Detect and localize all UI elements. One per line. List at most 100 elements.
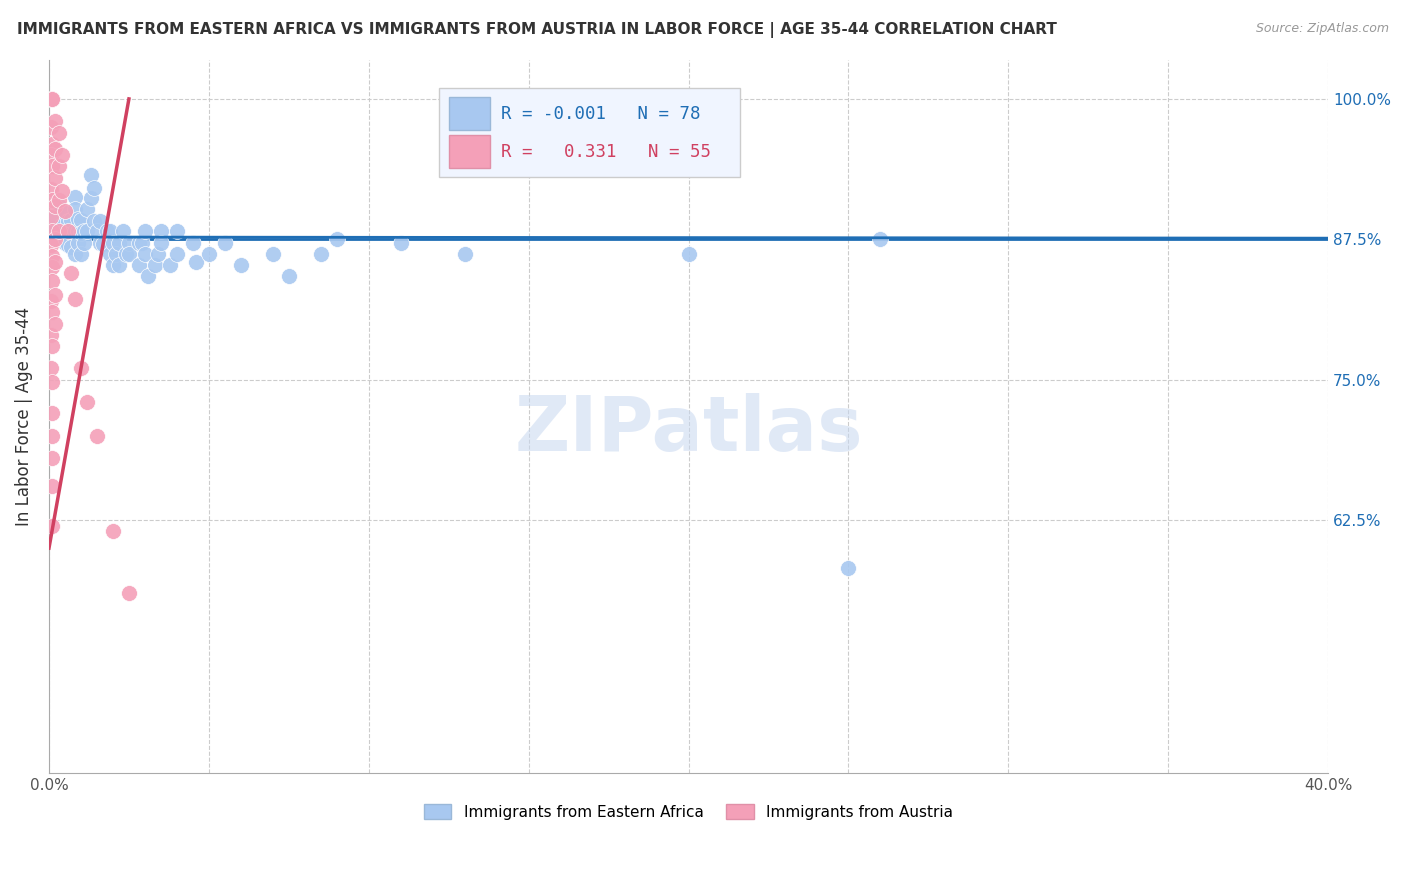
Point [229,258,252,272]
Point [60,266,83,280]
Point [533,92,555,106]
Text: IMMIGRANTS FROM EASTERN AFRICA VS IMMIGRANTS FROM AUSTRIA IN LABOR FORCE | AGE 3: IMMIGRANTS FROM EASTERN AFRICA VS IMMIGR… [17,22,1057,38]
Point [79,168,101,182]
Point [41,136,63,151]
Point [56,214,79,228]
Point [51,184,73,198]
Point [837,561,859,575]
Point [41,274,63,288]
Point [114,247,136,261]
Point [89,235,111,250]
Point [56,231,79,245]
Point [39,92,62,106]
Point [214,235,236,250]
Point [63,189,86,203]
Point [41,406,63,420]
Point [389,235,412,250]
Point [41,92,63,106]
Point [86,429,108,443]
Point [118,247,141,261]
Point [678,247,700,261]
Point [166,247,188,261]
Point [166,224,188,238]
Point [44,232,66,246]
Point [128,235,150,250]
Point [66,224,89,238]
Point [48,224,70,238]
Point [181,235,204,250]
Point [105,247,128,261]
Point [41,221,63,235]
Point [39,210,62,224]
Point [454,247,477,261]
Point [76,202,98,216]
Point [73,235,96,250]
Point [134,247,156,261]
Point [39,148,62,162]
Point [41,159,63,173]
Point [869,232,891,246]
Point [198,247,221,261]
Point [108,258,131,272]
Point [101,524,124,539]
Point [70,213,93,227]
Point [44,114,66,128]
Point [41,249,63,263]
Point [44,143,66,157]
Point [149,224,172,238]
Point [83,214,105,228]
Point [136,269,159,284]
Point [73,224,96,238]
FancyBboxPatch shape [450,97,491,130]
Point [598,92,620,106]
Point [76,395,98,409]
Point [98,247,121,261]
Point [60,240,83,254]
Text: ZIPatlas: ZIPatlas [515,393,863,467]
Point [44,288,66,302]
Legend: Immigrants from Eastern Africa, Immigrants from Austria: Immigrants from Eastern Africa, Immigran… [418,797,959,826]
Point [39,361,62,376]
Point [56,238,79,252]
Point [70,247,93,261]
Point [53,204,76,219]
Point [134,224,156,238]
Point [39,294,62,309]
Point [184,254,207,268]
Point [44,210,66,224]
Point [66,235,89,250]
Point [51,228,73,243]
Point [60,213,83,227]
Point [48,159,70,173]
Point [66,212,89,227]
Point [146,247,169,261]
FancyBboxPatch shape [450,136,491,168]
Point [118,586,141,600]
Point [309,247,332,261]
Point [111,224,134,238]
Point [48,126,70,140]
Point [70,361,93,376]
Point [262,247,284,261]
Point [41,339,63,353]
Point [60,224,83,238]
Point [98,224,121,238]
Point [41,193,63,207]
Point [44,254,66,268]
Text: Source: ZipAtlas.com: Source: ZipAtlas.com [1256,22,1389,36]
Point [63,247,86,261]
Point [41,429,63,443]
Point [51,148,73,162]
Point [41,375,63,389]
Point [76,224,98,238]
Text: R = -0.001   N = 78: R = -0.001 N = 78 [501,104,700,123]
Point [91,236,114,251]
Point [63,202,86,216]
Point [41,451,63,466]
Point [41,305,63,319]
Point [159,258,181,272]
Point [149,235,172,250]
FancyBboxPatch shape [439,88,740,178]
Point [63,292,86,306]
Point [83,180,105,194]
